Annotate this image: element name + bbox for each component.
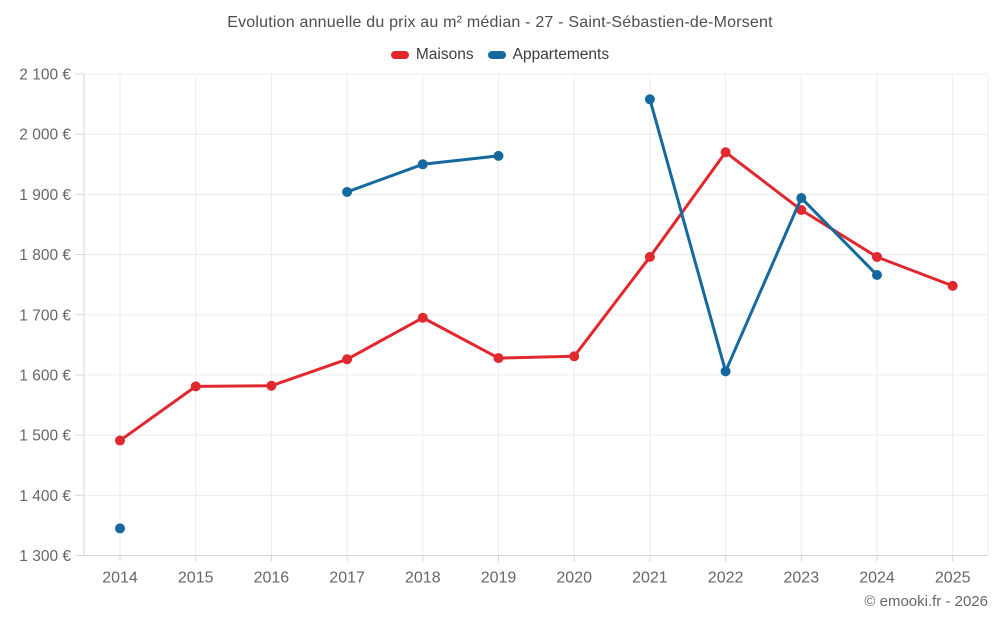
data-point-maisons-2024[interactable]	[872, 251, 882, 262]
legend-item-appartements[interactable]: Appartements	[487, 46, 610, 64]
x-tick-label: 2025	[935, 570, 971, 587]
chart-title: Evolution annuelle du prix au m² médian …	[227, 14, 773, 31]
data-point-maisons-2016[interactable]	[266, 380, 277, 391]
y-tick-label: 1 600 €	[19, 367, 71, 384]
x-tick-label: 2018	[405, 570, 441, 587]
series-line-appartements	[648, 97, 879, 373]
y-tick-label: 1 700 €	[19, 307, 71, 324]
data-point-appartements-2014[interactable]	[115, 523, 125, 534]
maisons-series-swatch-icon	[390, 51, 409, 59]
data-point-maisons-2022[interactable]	[720, 147, 731, 158]
data-point-maisons-2019[interactable]	[493, 353, 504, 364]
data-point-maisons-2023[interactable]	[796, 205, 807, 216]
y-tick-label: 1 800 €	[19, 247, 71, 264]
data-point-maisons-2014[interactable]	[115, 435, 125, 446]
data-point-maisons-2021[interactable]	[644, 251, 655, 262]
x-tick-label: 2015	[178, 570, 214, 587]
y-tick-label: 1 300 €	[19, 548, 71, 565]
y-tick-label: 1 900 €	[19, 187, 71, 204]
data-point-maisons-2025[interactable]	[947, 280, 958, 291]
y-tick-label: 2 100 €	[19, 67, 71, 84]
data-point-appartements-2024[interactable]	[872, 270, 882, 281]
copyright-text: © emooki.fr - 2026	[864, 593, 988, 610]
legend-label-maisons: Maisons	[415, 46, 474, 63]
data-point-appartements-2023[interactable]	[796, 192, 807, 203]
series-line-maisons	[118, 150, 955, 443]
y-tick-label: 1 500 €	[19, 428, 71, 445]
y-tick-label: 2 000 €	[19, 127, 71, 144]
data-point-appartements-2021[interactable]	[644, 94, 655, 105]
data-point-appartements-2017[interactable]	[342, 186, 353, 197]
x-tick-label: 2019	[481, 570, 517, 587]
data-point-appartements-2019[interactable]	[493, 150, 504, 161]
chart-legend: Maisons Appartements	[0, 46, 1000, 64]
x-tick-label: 2023	[784, 570, 820, 587]
x-tick-label: 2014	[102, 570, 138, 587]
data-point-maisons-2020[interactable]	[569, 351, 580, 362]
x-tick-label: 2017	[329, 570, 365, 587]
y-tick-label: 1 400 €	[19, 488, 71, 505]
x-tick-label: 2022	[708, 570, 744, 587]
x-tick-label: 2024	[859, 570, 895, 587]
x-tick-label: 2021	[632, 570, 668, 587]
appartements-series-swatch-icon	[487, 51, 506, 59]
legend-label-appartements: Appartements	[512, 46, 610, 63]
data-point-maisons-2017[interactable]	[342, 354, 353, 365]
data-point-appartements-2018[interactable]	[417, 159, 428, 170]
data-point-appartements-2022[interactable]	[720, 366, 731, 377]
x-tick-label: 2016	[254, 570, 290, 587]
x-tick-label: 2020	[556, 570, 592, 587]
legend-item-maisons[interactable]: Maisons	[390, 46, 474, 64]
data-point-maisons-2015[interactable]	[190, 381, 201, 392]
data-point-maisons-2018[interactable]	[417, 312, 428, 323]
